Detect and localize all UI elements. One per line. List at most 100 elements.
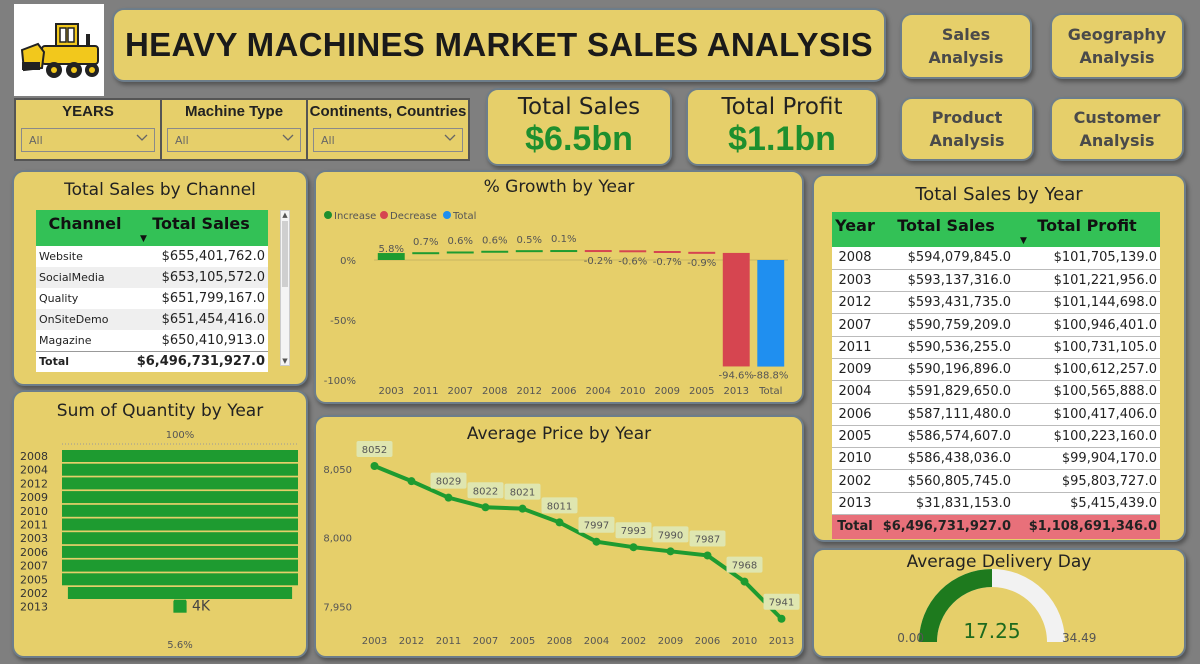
year-profit-cell: $101,144,698.0 — [1014, 291, 1160, 314]
year-profit-cell: $99,904,170.0 — [1014, 447, 1160, 470]
avg-price-chart: Average Price by Year 8,050 8,000 7,950 805… — [323, 424, 800, 647]
price-point — [666, 547, 675, 556]
scroll-thumb[interactable] — [282, 221, 288, 287]
price-xtick-label: 2011 — [436, 636, 461, 647]
year-row[interactable]: 2012 $593,431,735.0 $101,144,698.0 — [832, 291, 1160, 314]
gauge-max-label: 34.49 — [1062, 631, 1096, 645]
price-xtick-label: 2004 — [584, 636, 609, 647]
growth-bar — [550, 250, 578, 253]
year-profit-cell: $100,731,105.0 — [1014, 336, 1160, 359]
channel-card-title: Total Sales by Channel — [64, 180, 256, 200]
growth-xtick-label: 2013 — [724, 386, 749, 397]
year-header-sales[interactable]: Total Sales — [878, 212, 1014, 247]
year-profit-cell: $100,417,406.0 — [1014, 403, 1160, 426]
price-point-label: 8022 — [473, 486, 498, 497]
year-row[interactable]: 2010 $586,438,036.0 $99,904,170.0 — [832, 447, 1160, 470]
year-row[interactable]: 2009 $590,196,896.0 $100,612,257.0 — [832, 358, 1160, 381]
machine-type-select[interactable]: All — [167, 128, 301, 152]
price-point — [518, 504, 527, 513]
year-cell: 2013 — [832, 492, 878, 515]
growth-xtick-label: 2010 — [620, 386, 645, 397]
channel-name-cell: Quality — [36, 288, 134, 309]
channel-name-cell: Website — [36, 246, 134, 267]
avg-price-card: Average Price by Year 8,050 8,000 7,950 805… — [314, 415, 804, 658]
scroll-down-icon[interactable]: ▼ — [282, 357, 288, 365]
growth-bar — [446, 251, 474, 254]
channel-header-channel[interactable]: Channel — [36, 210, 134, 246]
scroll-up-icon[interactable]: ▲ — [282, 211, 288, 219]
channel-row[interactable]: SocialMedia $653,105,572.0 — [36, 267, 268, 288]
nav-sales-label: Sales Analysis — [928, 25, 1004, 67]
price-point-label: 8052 — [362, 445, 387, 456]
quantity-year-label: 2009 — [20, 491, 48, 504]
price-point — [592, 537, 601, 546]
year-row[interactable]: 2003 $593,137,316.0 $101,221,956.0 — [832, 269, 1160, 292]
growth-ytick-label: -100% — [324, 376, 356, 387]
year-row[interactable]: 2011 $590,536,255.0 $100,731,105.0 — [832, 336, 1160, 359]
company-logo — [14, 4, 104, 96]
quantity-chart: Sum of Quantity by Year 100% 20082004201… — [20, 401, 298, 651]
year-profit-cell: $95,803,727.0 — [1014, 469, 1160, 493]
price-xtick-label: 2007 — [473, 636, 498, 647]
year-header-year[interactable]: Year — [832, 212, 878, 247]
year-sales-cell: $590,759,209.0 — [878, 313, 1014, 337]
quantity-annotation-label: 4K — [192, 599, 211, 615]
nav-sales-analysis-button[interactable]: Sales Analysis — [900, 13, 1032, 79]
channel-row[interactable]: Magazine $650,410,913.0 — [36, 330, 268, 351]
price-point — [481, 503, 490, 512]
nav-geography-analysis-button[interactable]: Geography Analysis — [1050, 13, 1184, 79]
machine-select-value: All — [175, 134, 189, 147]
price-xtick-label: 2010 — [732, 636, 757, 647]
year-row[interactable]: 2013 $31,831,153.0 $5,415,439.0 — [832, 492, 1160, 515]
channel-row[interactable]: Quality $651,799,167.0 — [36, 288, 268, 309]
price-label-bg — [356, 441, 393, 458]
channel-header-sales[interactable]: Total Sales ▼ — [134, 210, 268, 246]
quantity-bar — [62, 463, 298, 476]
channel-row[interactable]: Website $655,401,762.0 — [36, 246, 268, 267]
year-cell: 2003 — [832, 269, 878, 292]
growth-value-label: -88.8% — [753, 371, 788, 382]
year-row[interactable]: 2002 $560,805,745.0 $95,803,727.0 — [832, 469, 1160, 493]
year-sales-cell: $593,137,316.0 — [878, 269, 1014, 292]
year-row[interactable]: 2007 $590,759,209.0 $100,946,401.0 — [832, 313, 1160, 337]
years-select[interactable]: All — [21, 128, 155, 152]
channel-table-scrollbar[interactable]: ▲ ▼ — [280, 210, 290, 366]
year-cell: 2006 — [832, 403, 878, 426]
year-row[interactable]: 2004 $591,829,650.0 $100,565,888.0 — [832, 380, 1160, 404]
quantity-year-label: 2010 — [20, 505, 48, 518]
year-sales-cell: $591,829,650.0 — [878, 380, 1014, 404]
quantity-bar — [62, 532, 298, 545]
year-sales-cell: $31,831,153.0 — [878, 492, 1014, 515]
chevron-down-icon — [282, 132, 294, 145]
year-row[interactable]: 2006 $587,111,480.0 $100,417,406.0 — [832, 403, 1160, 426]
price-point-label: 7990 — [658, 530, 683, 541]
years-select-value: All — [29, 134, 43, 147]
year-row[interactable]: 2008 $594,079,845.0 $101,705,139.0 — [832, 247, 1160, 270]
year-header-profit[interactable]: Total Profit ▼ — [1014, 212, 1160, 247]
quantity-bar — [62, 559, 298, 572]
nav-product-analysis-button[interactable]: Product Analysis — [900, 97, 1034, 161]
growth-xtick-label: 2006 — [551, 386, 576, 397]
price-point-label: 7993 — [621, 526, 646, 537]
growth-value-label: 0.5% — [517, 235, 542, 246]
growth-bar — [515, 250, 543, 253]
nav-customer-analysis-button[interactable]: Customer Analysis — [1050, 97, 1184, 161]
price-point-label: 8029 — [436, 477, 461, 488]
growth-chart: % Growth by Year Increase Decrease Total… — [324, 177, 789, 397]
price-label-bg — [763, 593, 800, 610]
year-row[interactable]: 2005 $586,574,607.0 $100,223,160.0 — [832, 425, 1160, 448]
geo-filter-label: Continents, Countries — [309, 103, 467, 120]
price-label-bg — [726, 556, 763, 573]
channel-row[interactable]: OnSiteDemo $651,454,416.0 — [36, 309, 268, 330]
quantity-card: Sum of Quantity by Year 100% 2008 2004 201… — [12, 390, 308, 658]
channel-name-cell: OnSiteDemo — [36, 309, 134, 330]
sort-desc-icon: ▼ — [1020, 236, 1027, 246]
growth-value-label: 0.6% — [448, 236, 473, 247]
quantity-bar — [62, 518, 298, 531]
geo-select[interactable]: All — [313, 128, 463, 152]
growth-bar — [481, 250, 509, 253]
growth-bar — [722, 252, 750, 367]
channel-name-cell: SocialMedia — [36, 267, 134, 288]
nav-geo-label-2: Analysis — [1079, 48, 1155, 67]
year-profit-cell: $100,565,888.0 — [1014, 380, 1160, 404]
